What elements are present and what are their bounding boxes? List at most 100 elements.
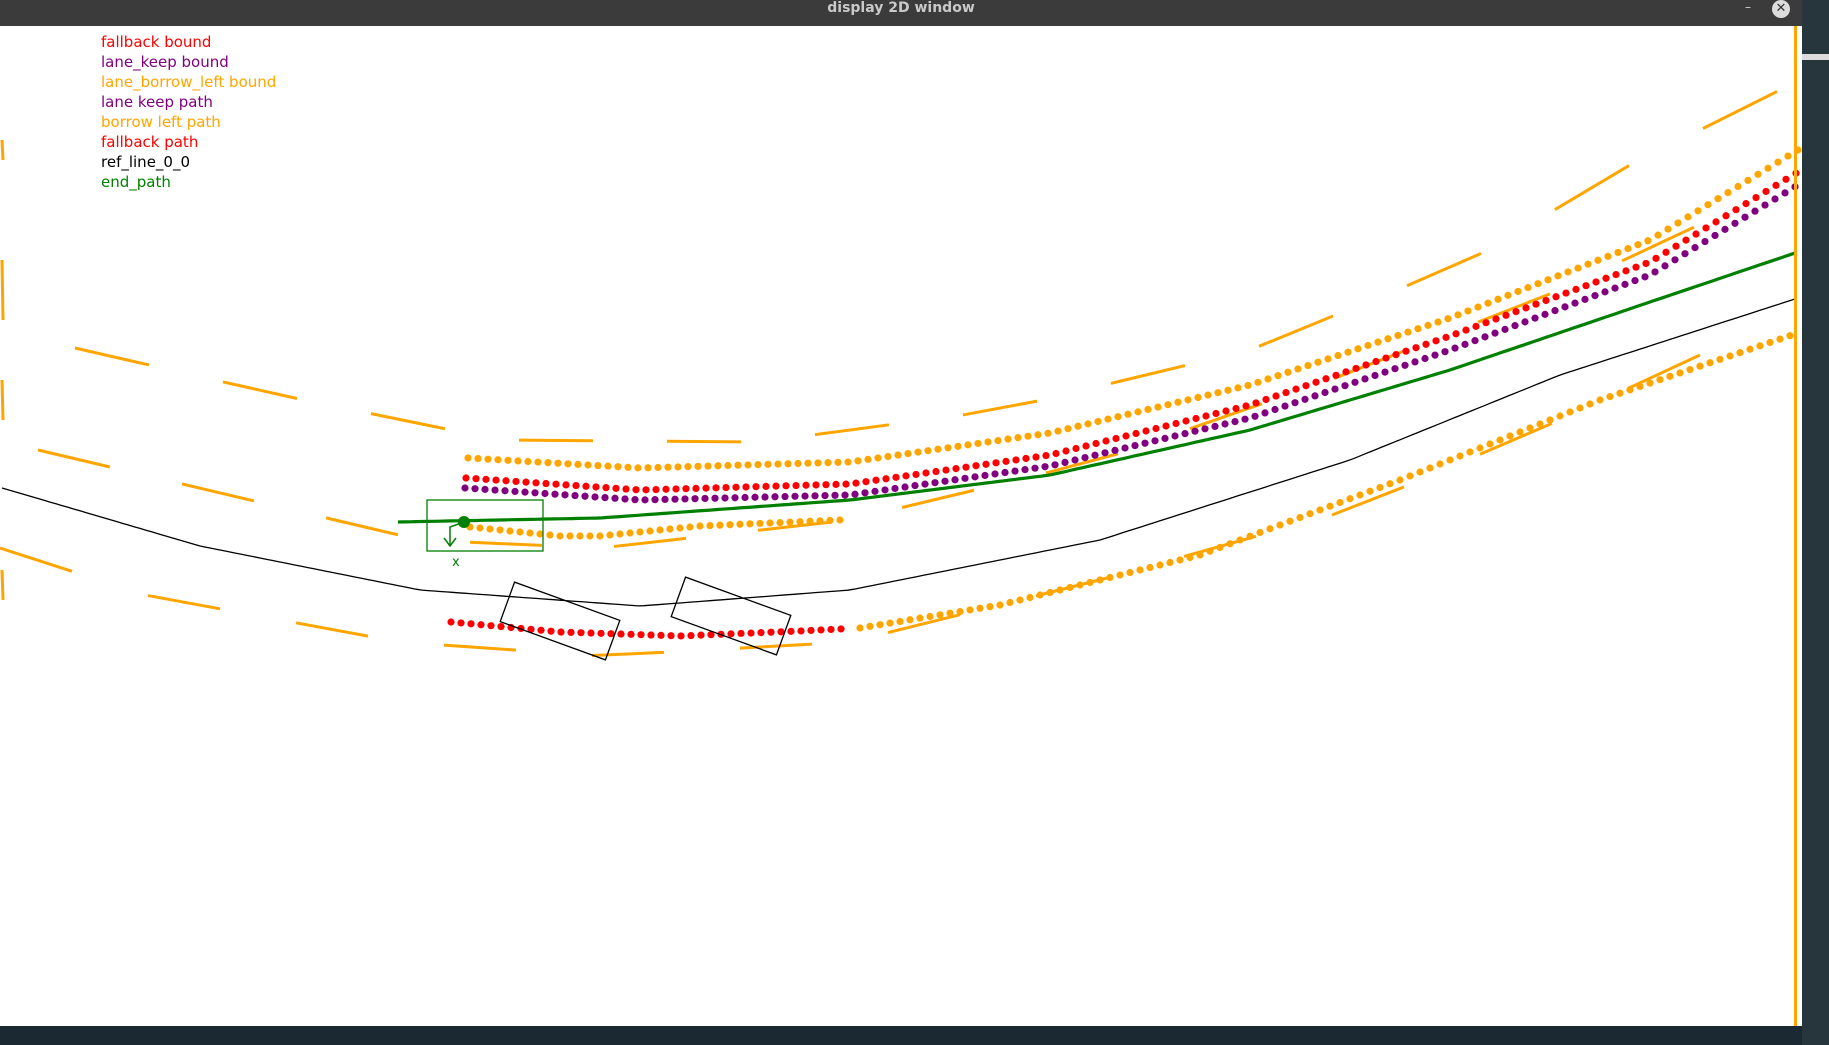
fallback-path-dot	[797, 627, 805, 635]
lane-keep-bound-dot	[971, 473, 979, 481]
fallback-bound-dot	[1352, 364, 1360, 373]
borrow-left-lower-dot	[1496, 436, 1504, 444]
legend-borrow-left-path: borrow left path	[101, 113, 221, 131]
lane-keep-bound-dot	[1501, 325, 1509, 333]
fallback-bound-dot	[1472, 322, 1480, 330]
display-canvas[interactable]	[0, 26, 1802, 1026]
lane-keep-bound-dot	[1361, 375, 1369, 383]
borrow-left-bound-dot	[1644, 237, 1652, 245]
lane-keep-bound-dot	[1321, 388, 1329, 397]
side-panel-handle[interactable]	[1802, 54, 1829, 60]
borrow-left-path-dot	[606, 531, 614, 539]
fallback-bound-dot	[632, 486, 640, 494]
lane-keep-bound-dot	[1521, 318, 1529, 326]
fallback-bound-dot	[1112, 434, 1120, 443]
borrow-left-bound-dot	[554, 459, 562, 467]
lane-keep-bound-dot	[1631, 277, 1639, 285]
fallback-bound-dot	[1182, 417, 1190, 425]
borrow-left-path-dot	[686, 523, 694, 531]
borrow-left-bound-dot	[724, 461, 732, 470]
minimize-button[interactable]: –	[1745, 0, 1751, 14]
borrow-left-bound-dot	[1064, 425, 1072, 433]
borrow-left-bound-dot	[1164, 401, 1172, 409]
lane-keep-bound-dot	[871, 487, 879, 495]
lane-keep-bound-dot	[801, 492, 809, 500]
legend-ref-line: ref_line_0_0	[101, 153, 191, 171]
borrow-left-bound-dot	[774, 460, 782, 468]
window-titlebar: display 2D window – ✕	[0, 0, 1802, 27]
borrow-left-lower-dot	[1486, 440, 1494, 448]
fallback-path-dot	[597, 629, 605, 637]
close-button[interactable]: ✕	[1772, 0, 1790, 18]
borrow-left-bound-dot	[1294, 365, 1302, 373]
borrow-left-bound-dot	[634, 464, 642, 472]
fallback-bound-dot	[462, 474, 470, 482]
borrow-left-path-dot	[556, 532, 564, 540]
fallback-bound-dot	[742, 483, 750, 491]
borrow-left-bound-dot	[1014, 434, 1022, 442]
lane-dash-lower	[443, 643, 517, 652]
borrow-left-bound-dot	[874, 454, 882, 462]
lane-dash-middle	[37, 448, 111, 469]
lane-keep-bound-dot	[501, 487, 509, 495]
fallback-bound-dot	[1412, 344, 1420, 352]
borrow-left-bound-dot	[564, 460, 572, 468]
borrow-left-path-dot	[506, 527, 514, 535]
fallback-bound-dot	[612, 484, 620, 492]
borrow-left-bound-dot	[534, 458, 542, 466]
borrow-left-bound-dot	[1454, 311, 1462, 319]
borrow-left-lower-dot	[1286, 517, 1294, 525]
fallback-bound-dot	[582, 482, 590, 490]
borrow-left-bound-dot	[1614, 248, 1622, 257]
lane-keep-bound-dot	[1681, 250, 1689, 258]
fallback-bound-dot	[1212, 409, 1220, 418]
borrow-left-lower-dot	[1606, 393, 1614, 401]
fallback-bound-dot	[1652, 254, 1660, 262]
lane-keep-bound-dot	[1081, 454, 1089, 462]
fallback-bound-dot	[1012, 456, 1020, 464]
borrow-left-lower-dot	[1096, 576, 1104, 584]
borrow-left-bound-dot	[1224, 386, 1232, 394]
borrow-left-lower-dot	[1416, 468, 1424, 476]
fallback-bound-dot	[802, 481, 810, 489]
lane-keep-bound-dot	[511, 487, 519, 496]
obstacle-box-2	[670, 576, 792, 656]
fallback-bound-dot	[722, 483, 730, 492]
fallback-bound-dot	[1092, 439, 1100, 448]
lane-keep-bound-dot	[1771, 195, 1779, 203]
borrow-left-path-dot	[636, 528, 644, 536]
lane-keep-bound-dot	[881, 486, 889, 494]
borrow-left-lower-dot	[1146, 563, 1154, 572]
lane-keep-bound-dot	[1551, 307, 1559, 315]
lane-dash-lower	[147, 594, 221, 611]
borrow-left-lower-dot	[1086, 578, 1094, 587]
lane-keep-bound-dot	[1191, 427, 1199, 435]
lane-keep-bound-dot	[811, 492, 819, 500]
borrow-left-bound-dot	[1784, 152, 1792, 160]
borrow-left-path-dot	[676, 524, 684, 532]
borrow-left-bound-dot	[1374, 338, 1382, 346]
lane-keep-bound-dot	[1201, 425, 1209, 433]
borrow-left-bound-dot	[604, 462, 612, 470]
lane-keep-bound-dot	[1031, 464, 1039, 472]
fallback-bound-dot	[1032, 453, 1040, 461]
borrow-left-path-dot	[536, 530, 544, 538]
borrow-left-lower-dot	[1556, 412, 1564, 420]
lane-keep-bound-dot	[1711, 231, 1719, 240]
borrow-left-lower-dot	[1276, 521, 1284, 529]
fallback-bound-dot	[1622, 267, 1630, 275]
lane-keep-bound-dot	[1481, 333, 1489, 341]
fallback-bound-dot	[892, 473, 900, 481]
lane-keep-bound-dot	[1311, 392, 1319, 400]
lane-keep-bound-dot	[1691, 244, 1699, 252]
borrow-left-bound-dot	[1144, 405, 1152, 414]
borrow-left-bound-dot	[704, 462, 712, 470]
lane-keep-bound-dot	[1071, 456, 1079, 464]
borrow-left-bound-dot	[1354, 345, 1362, 353]
borrow-left-bound-dot	[1154, 403, 1162, 411]
lane-keep-bound-dot	[1051, 461, 1059, 469]
borrow-left-lower-dot	[1586, 400, 1594, 408]
fallback-bound-dot	[1612, 270, 1620, 279]
lane-keep-bound-dot	[1511, 322, 1519, 330]
lane-keep-bound-dot	[581, 492, 589, 500]
